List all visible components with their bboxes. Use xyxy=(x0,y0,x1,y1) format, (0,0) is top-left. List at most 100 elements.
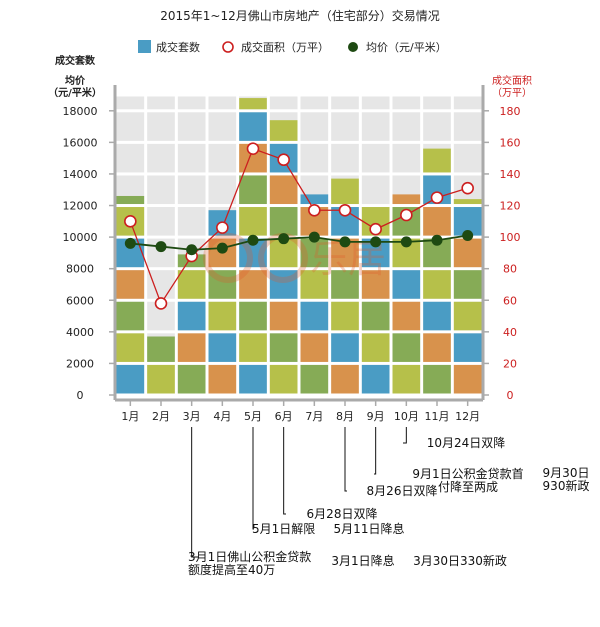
left-tick-label: 8000 xyxy=(66,263,94,276)
x-tick-label: 12月 xyxy=(455,410,480,423)
annotation-text: 付降至两成 xyxy=(438,480,498,494)
grid-cell xyxy=(208,112,237,141)
bar-segment xyxy=(177,270,206,299)
annotation-text: 8月26日双降 xyxy=(367,484,438,498)
bar xyxy=(300,194,329,394)
x-tick-label: 8月 xyxy=(336,410,354,423)
grid-cell xyxy=(177,207,206,236)
grid-cell xyxy=(147,270,175,299)
bar-segment xyxy=(116,364,145,394)
left-tick-label: 16000 xyxy=(63,136,98,149)
bar-segment xyxy=(116,195,145,205)
grid-cell xyxy=(177,112,206,141)
bar-segment xyxy=(361,364,390,394)
bar-segment xyxy=(423,364,451,394)
bar-segment xyxy=(147,364,175,394)
annotation-leader xyxy=(374,427,377,475)
price-point xyxy=(186,244,198,256)
price-point xyxy=(155,241,167,253)
right-tick-label: 100 xyxy=(500,231,521,244)
grid-cell xyxy=(116,96,145,110)
annotation: 8月26日双降 xyxy=(344,427,438,498)
bar-segment xyxy=(331,301,359,331)
left-axis-title: （元/平米） xyxy=(48,86,102,99)
bar-segment xyxy=(177,301,206,331)
bar-segment xyxy=(331,270,359,299)
area-point xyxy=(277,153,290,167)
grid-cell xyxy=(361,112,390,141)
left-axis-title: 均价 xyxy=(65,74,86,87)
right-tick-label: 160 xyxy=(500,136,521,149)
x-tick-label: 4月 xyxy=(213,410,231,423)
grid-cell xyxy=(300,143,329,173)
right-tick-label: 180 xyxy=(500,105,521,118)
legend-swatch-bar xyxy=(138,40,151,53)
bar-segment xyxy=(269,120,298,141)
bar-segment xyxy=(269,364,298,394)
bar-segment xyxy=(208,333,237,362)
area-point xyxy=(308,203,321,217)
bar-segment xyxy=(453,238,482,268)
x-tick-label: 5月 xyxy=(244,410,262,423)
bar-segment xyxy=(300,364,329,394)
grid-cell xyxy=(147,175,175,205)
bar-segment xyxy=(239,112,267,141)
left-tick-label: 0 xyxy=(77,389,84,402)
grid-cell xyxy=(116,112,145,141)
legend-marker-hollow xyxy=(222,41,234,53)
bar-segment xyxy=(177,333,206,362)
bar-segment xyxy=(453,364,482,394)
annotation-text: 5月11日降息 xyxy=(334,521,405,536)
right-tick-label: 60 xyxy=(503,294,517,307)
grid-cell xyxy=(208,175,237,205)
left-tick-label: 14000 xyxy=(63,168,98,181)
area-point xyxy=(400,208,413,222)
area-point xyxy=(124,215,137,228)
bar-segment xyxy=(300,270,329,299)
legend-label: 成交套数 xyxy=(156,40,200,54)
price-point xyxy=(462,230,474,242)
x-tick-label: 3月 xyxy=(183,410,201,423)
grid-cell xyxy=(423,112,451,141)
x-tick-label: 10月 xyxy=(394,410,419,423)
x-tick-label: 11月 xyxy=(425,410,450,423)
annotation: 3月30日330新政 xyxy=(413,553,507,568)
grid-cell xyxy=(269,96,298,110)
bar-segment xyxy=(239,301,267,331)
grid-cell xyxy=(392,112,421,141)
bar-segment xyxy=(361,270,390,299)
grid-cell xyxy=(177,96,206,110)
area-point xyxy=(216,221,229,234)
x-tick-label: 6月 xyxy=(275,410,293,423)
bar-segment xyxy=(269,270,298,299)
annotation-leader xyxy=(191,427,198,558)
chart-title: 2015年1~12月佛山市房地产（住宅部分）交易情况 xyxy=(160,8,440,23)
annotation: 5月11日降息 xyxy=(334,521,405,536)
bar-segment xyxy=(361,333,390,362)
bar-segment xyxy=(177,364,206,394)
bar-segment xyxy=(300,238,329,268)
grid-cell xyxy=(331,112,359,141)
bar-segment xyxy=(239,333,267,362)
grid-cell xyxy=(147,207,175,236)
right-axis-title: 成交面积 xyxy=(492,74,532,87)
annotation-text: 3月1日佛山公积金贷款 xyxy=(188,549,311,564)
left-tick-label: 18000 xyxy=(63,105,98,118)
left-tick-label: 2000 xyxy=(66,357,94,370)
annotation-text: 5月1日解限 xyxy=(252,522,315,536)
left-axis-title: 成交套数 xyxy=(55,54,96,67)
annotation-leader xyxy=(252,427,254,530)
area-point xyxy=(369,222,382,236)
annotation: 3月1日降息 xyxy=(331,553,394,568)
annotation-leader xyxy=(344,427,347,492)
watermark-ring xyxy=(203,233,253,283)
bar-segment xyxy=(269,175,298,205)
area-point xyxy=(338,203,352,217)
x-tick-label: 9月 xyxy=(367,410,385,423)
bar-segment xyxy=(392,194,421,205)
area-point xyxy=(430,191,444,204)
bar-segment xyxy=(423,301,451,331)
